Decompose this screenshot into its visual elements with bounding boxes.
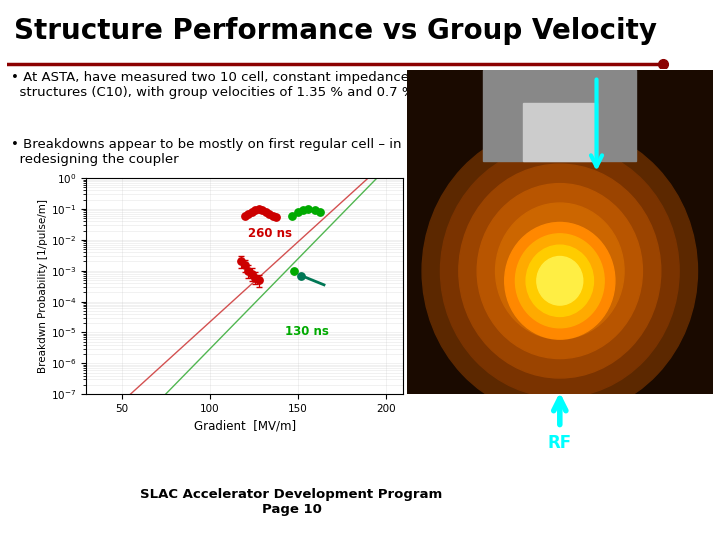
Point (250, 206, 261, 215)
Text: 130 ns: 130 ns (285, 326, 329, 339)
Bar (523, 103, 596, 161)
Circle shape (516, 234, 604, 328)
Point (246, 269, 258, 278)
Point (243, 266, 254, 275)
Point (267, 212, 279, 220)
Circle shape (505, 222, 615, 339)
Point (287, 212, 298, 220)
Point (250, 273, 261, 282)
Circle shape (514, 222, 606, 320)
X-axis label: Gradient  [MV/m]: Gradient [MV/m] (194, 420, 296, 433)
Point (260, 208, 271, 217)
Circle shape (459, 164, 661, 378)
Point (271, 213, 282, 221)
Circle shape (537, 256, 582, 305)
Point (235, 257, 247, 266)
Text: • At ASTA, have measured two 10 cell, constant impedance TW
  structures (C10), : • At ASTA, have measured two 10 cell, co… (12, 71, 448, 99)
Point (243, 210, 254, 218)
Text: Structure Performance vs Group Velocity: Structure Performance vs Group Velocity (14, 17, 657, 45)
Point (292, 208, 303, 217)
Point (264, 210, 275, 218)
Point (297, 206, 309, 215)
Circle shape (422, 125, 698, 417)
Circle shape (495, 203, 624, 339)
Text: RF: RF (548, 434, 572, 453)
Point (288, 266, 300, 275)
Circle shape (441, 145, 679, 397)
Text: • Breakdowns appear to be mostly on first regular cell – in process of
  redesig: • Breakdowns appear to be mostly on firs… (12, 138, 474, 166)
Point (256, 206, 268, 215)
Point (253, 205, 265, 213)
Point (315, 208, 326, 217)
Circle shape (526, 245, 593, 316)
Point (239, 261, 251, 269)
Bar (483, 70, 636, 161)
Text: 260 ns: 260 ns (248, 227, 292, 240)
Text: SLAC Accelerator Development Program
Page 10: SLAC Accelerator Development Program Pag… (140, 488, 443, 516)
Circle shape (477, 184, 642, 359)
Y-axis label: Breakdwn Probability [1/pulse/m]: Breakdwn Probability [1/pulse/m] (38, 199, 48, 373)
Point (239, 212, 251, 220)
Point (295, 271, 307, 280)
Point (310, 206, 321, 215)
Point (253, 276, 265, 285)
Point (302, 205, 314, 213)
Point (246, 208, 258, 217)
